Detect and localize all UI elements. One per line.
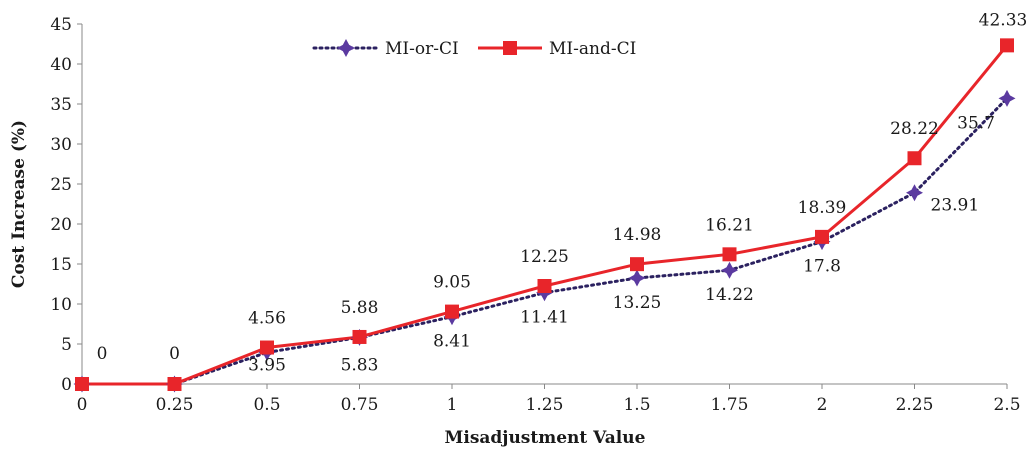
point-marker-mi-and-ci — [537, 279, 552, 293]
legend: MI-or-CI MI-and-CI — [312, 39, 636, 59]
y-tick-label: 25 — [50, 175, 72, 195]
data-label-mi-or-ci: 11.41 — [520, 308, 569, 328]
y-tick-label: 0 — [61, 375, 72, 395]
x-tick-label: 1 — [447, 395, 458, 415]
point-marker-mi-and-ci — [445, 304, 459, 319]
point-marker-mi-or-ci — [906, 184, 923, 202]
point-marker-mi-and-ci — [630, 257, 644, 272]
x-tick-label: 2.25 — [896, 395, 934, 415]
y-tick-label: 15 — [50, 255, 72, 275]
y-tick-label: 40 — [50, 55, 72, 75]
y-ticks: 0 5 10 15 20 25 30 35 40 45 — [50, 15, 82, 395]
point-marker-mi-and-ci — [815, 229, 829, 244]
data-label-mi-and-ci: 28.22 — [890, 119, 939, 139]
data-label-mi-and-ci: 9.05 — [433, 273, 471, 293]
point-marker-mi-and-ci — [722, 247, 737, 262]
point-marker-mi-and-ci — [167, 377, 182, 391]
point-marker-mi-and-ci — [907, 151, 922, 166]
data-label-mi-and-ci: 5.88 — [341, 298, 379, 318]
data-label-mi-or-ci: 14.22 — [705, 285, 754, 305]
data-label-mi-and-ci: 18.39 — [798, 198, 847, 218]
data-label-mi-and-ci: 0 — [97, 344, 108, 364]
y-tick-label: 45 — [50, 15, 72, 35]
x-tick-label: 0.75 — [341, 395, 379, 415]
x-tick-label: 1.25 — [526, 395, 564, 415]
legend-entry-mi-and-ci: MI-and-CI — [478, 39, 636, 59]
legend-marker-mi-and-ci — [503, 41, 517, 55]
legend-label-mi-or-ci: MI-or-CI — [385, 39, 459, 59]
legend-label-mi-and-ci: MI-and-CI — [549, 39, 636, 59]
y-tick-label: 20 — [50, 215, 72, 235]
data-label-mi-or-ci: 3.95 — [248, 355, 286, 375]
data-labels: 0 0 4.56 5.88 9.05 12.25 14.98 16.21 18.39 28.22 4… — [97, 10, 1028, 375]
data-label-mi-and-ci: 16.21 — [705, 215, 754, 235]
x-tick-label: 1.5 — [623, 395, 650, 415]
data-label-mi-and-ci: 12.25 — [520, 247, 569, 267]
data-label-mi-and-ci: 4.56 — [248, 309, 286, 329]
point-marker-mi-or-ci — [628, 269, 646, 287]
x-tick-label: 2.5 — [993, 395, 1020, 415]
y-tick-label: 5 — [61, 335, 72, 355]
series-line-mi-or-ci — [80, 96, 1009, 386]
point-marker-mi-and-ci — [75, 377, 89, 391]
legend-marker-mi-or-ci — [337, 39, 355, 57]
data-label-mi-or-ci: 13.25 — [613, 293, 662, 313]
y-tick-label: 10 — [50, 295, 72, 315]
point-marker-mi-or-ci — [998, 89, 1016, 107]
point-marker-mi-or-ci — [721, 261, 738, 279]
y-tick-label: 30 — [50, 135, 72, 155]
y-tick-label: 35 — [50, 95, 72, 115]
data-label-mi-and-ci: 42.33 — [979, 10, 1028, 30]
data-label-mi-or-ci: 35.7 — [957, 113, 995, 133]
x-tick-label: 0.5 — [253, 395, 280, 415]
data-label-mi-and-ci: 0 — [169, 344, 180, 364]
data-label-mi-or-ci: 5.83 — [341, 355, 379, 375]
x-tick-label: 0.25 — [156, 395, 194, 415]
x-tick-label: 2 — [817, 395, 828, 415]
data-label-mi-or-ci: 8.41 — [433, 332, 471, 352]
series-line-mi-and-ci — [82, 44, 1009, 386]
x-tick-label: 1.75 — [711, 395, 749, 415]
point-marker-mi-and-ci — [1000, 38, 1014, 53]
series-layer — [73, 38, 1016, 393]
axes — [81, 24, 1007, 385]
data-label-mi-or-ci: 23.91 — [931, 196, 980, 216]
point-marker-mi-and-ci — [260, 340, 274, 355]
point-marker-mi-and-ci — [352, 329, 367, 344]
legend-entry-mi-or-ci: MI-or-CI — [312, 39, 459, 59]
data-label-mi-or-ci: 17.8 — [803, 257, 841, 277]
data-label-mi-and-ci: 14.98 — [613, 225, 662, 245]
x-ticks: 0 0.25 0.5 0.75 1 1.25 1.5 1.75 2 2.25 2.5 — [77, 384, 1021, 415]
x-tick-label: 0 — [77, 395, 88, 415]
y-axis-title: Cost Increase (%) — [9, 120, 29, 288]
x-axis-title: Misadjustment Value — [445, 428, 646, 448]
